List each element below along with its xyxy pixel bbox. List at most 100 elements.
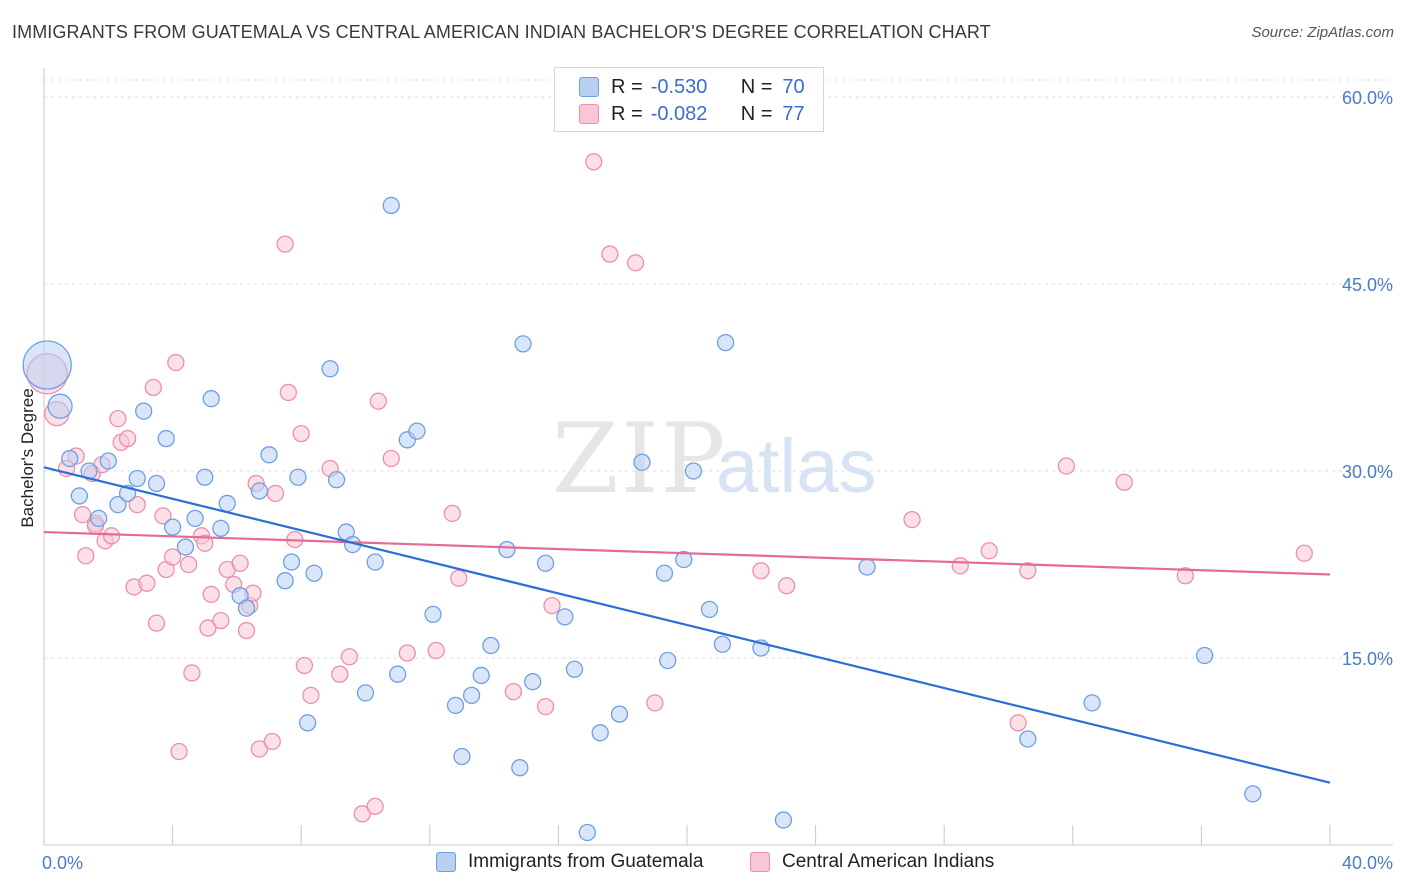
data-point: [289, 468, 307, 486]
data-point: [472, 666, 490, 685]
data-point: [90, 509, 108, 528]
data-point: [118, 429, 137, 448]
data-point: [109, 409, 127, 428]
data-point: [250, 482, 269, 500]
data-point: [427, 641, 445, 660]
data-point: [22, 340, 72, 390]
data-point: [626, 254, 645, 272]
data-point: [260, 446, 278, 464]
data-point: [1019, 562, 1037, 580]
data-point: [655, 564, 674, 582]
data-point: [231, 554, 249, 572]
data-point: [408, 422, 426, 440]
data-point: [565, 660, 584, 678]
y-axis-label: Bachelor's Degree: [18, 388, 37, 527]
legend-swatch-blue: [579, 77, 599, 97]
x-tick-label: 0.0%: [42, 853, 83, 873]
data-point: [382, 196, 400, 215]
data-point: [202, 390, 220, 408]
legend-n-label: N =: [740, 102, 773, 125]
data-point: [382, 449, 400, 468]
data-point: [398, 644, 416, 662]
data-point: [144, 378, 162, 397]
data-point: [482, 636, 500, 655]
data-point: [543, 596, 561, 615]
data-point: [138, 574, 156, 592]
data-point: [1244, 785, 1262, 803]
data-point: [980, 542, 998, 560]
legend-r-label: R =: [611, 75, 643, 98]
data-point: [1115, 473, 1133, 491]
data-point: [462, 686, 481, 705]
y-tick-label: 60.0%: [1342, 88, 1393, 108]
data-point: [183, 664, 201, 682]
data-point: [1176, 567, 1194, 585]
trend-line-central-american-indians: [43, 530, 1331, 576]
data-point: [633, 453, 651, 471]
data-point: [196, 534, 214, 552]
legend-swatch-pink: [579, 104, 599, 124]
data-point: [163, 548, 182, 566]
data-point: [276, 235, 294, 253]
data-point: [147, 474, 166, 493]
data-point: [73, 505, 92, 524]
data-point: [536, 697, 555, 716]
watermark-atlas: atlas: [716, 424, 877, 509]
data-point: [163, 518, 182, 536]
data-point: [292, 424, 310, 443]
legend-r-value: -0.530: [650, 75, 708, 98]
data-point: [180, 555, 198, 574]
source-note: Source: ZipAtlas.com: [1251, 24, 1394, 41]
data-point: [282, 553, 301, 571]
data-point: [774, 811, 793, 829]
data-point: [504, 683, 523, 701]
data-point: [1295, 544, 1313, 562]
data-point: [388, 665, 407, 683]
data-point: [327, 471, 346, 489]
data-point: [951, 557, 969, 575]
data-point: [77, 547, 95, 565]
data-point: [498, 540, 516, 559]
series-legend-label: Immigrants from Guatemala: [468, 851, 704, 872]
data-point: [366, 797, 384, 816]
y-tick-label: 15.0%: [1342, 649, 1393, 669]
data-point: [1009, 714, 1027, 732]
data-point: [443, 504, 461, 523]
tick-labels: 15.0% 30.0% 45.0% 60.0% 0.0% 40.0%: [42, 88, 1393, 873]
trend-lines: [43, 466, 1331, 784]
data-point: [353, 805, 371, 823]
data-point: [713, 635, 732, 653]
data-point: [199, 619, 217, 637]
data-point: [1195, 646, 1214, 665]
series-legend-central-american-indians: Central American Indians: [750, 851, 994, 873]
data-point: [276, 572, 294, 590]
data-point: [446, 696, 465, 715]
data-point: [212, 519, 230, 537]
data-point: [212, 611, 230, 630]
data-point: [585, 153, 603, 171]
data-point: [196, 468, 214, 486]
series-legend-label: Central American Indians: [782, 851, 995, 872]
data-point: [170, 742, 188, 761]
data-point: [684, 462, 703, 480]
data-point: [302, 686, 320, 705]
data-point: [298, 714, 317, 732]
data-point: [99, 452, 117, 470]
y-tick-label: 30.0%: [1342, 462, 1393, 482]
data-point: [128, 496, 146, 514]
legend-row-central-american-indians: R = -0.082 N = 77: [579, 102, 805, 126]
series-swatch-pink: [750, 852, 770, 872]
data-point: [266, 484, 285, 503]
data-point: [109, 496, 127, 514]
data-point: [1083, 694, 1101, 712]
data-point: [218, 494, 236, 513]
legend-r-label: R =: [611, 102, 643, 125]
data-point: [646, 694, 664, 712]
data-point: [578, 823, 596, 842]
data-point: [321, 360, 339, 378]
legend-row-guatemala: R = -0.530 N = 70: [579, 75, 805, 99]
series-legend: Immigrants from Guatemala Central Americ…: [0, 851, 1406, 877]
data-point: [102, 527, 121, 545]
axes: [43, 68, 1393, 846]
data-point: [340, 648, 359, 666]
